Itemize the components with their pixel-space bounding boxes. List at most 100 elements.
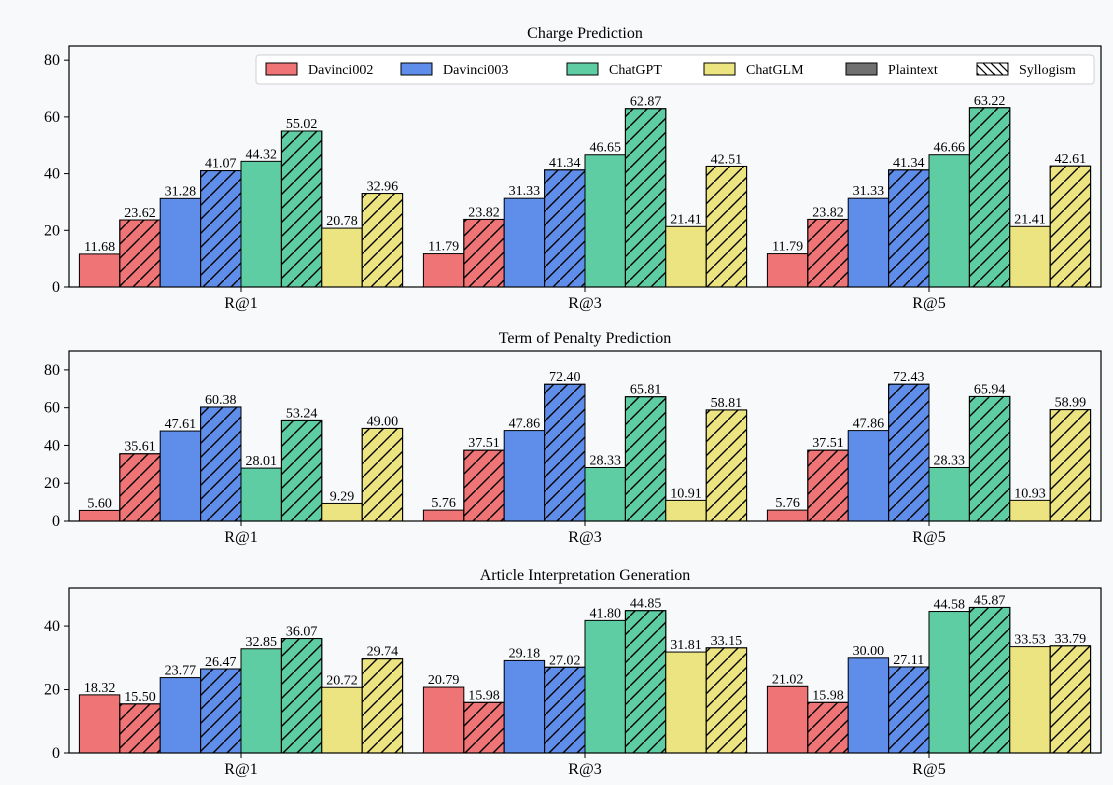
bar-hatch	[968, 107, 1011, 288]
x-tick-label: R@3	[568, 295, 601, 312]
bar	[422, 686, 465, 754]
bar	[321, 502, 363, 522]
bar-hatch	[1049, 409, 1092, 522]
x-tick-label: R@3	[568, 761, 601, 778]
data-label: 28.33	[589, 453, 621, 468]
data-label: 36.07	[286, 625, 318, 640]
data-label: 72.43	[893, 370, 925, 385]
bar	[847, 430, 890, 522]
bar	[78, 509, 121, 522]
data-label: 30.00	[853, 644, 885, 659]
bar	[847, 197, 890, 288]
bar	[240, 467, 282, 522]
data-label: 23.77	[165, 664, 197, 679]
data-label: 35.61	[124, 440, 156, 455]
legend: Davinci002 Davinci003 ChatGPT ChatGLM Plaint…	[255, 54, 1095, 85]
x-tick-label: R@5	[912, 529, 945, 546]
bar	[665, 651, 707, 754]
x-tick-label: R@3	[568, 529, 601, 546]
data-label: 21.41	[1014, 212, 1046, 227]
data-label: 21.41	[670, 212, 702, 227]
bar-hatch	[968, 606, 1011, 754]
y-tick-label: 80	[44, 52, 60, 69]
panel-title: Charge Prediction	[527, 25, 643, 42]
bar-hatch	[705, 165, 748, 288]
data-label: 29.74	[367, 645, 399, 660]
bar-hatch	[807, 449, 849, 522]
data-label: 5.60	[87, 496, 112, 511]
bar-hatch	[544, 666, 586, 754]
bar	[665, 225, 707, 288]
bar	[766, 253, 809, 288]
data-label: 31.28	[165, 184, 197, 199]
data-label: 21.02	[772, 672, 804, 687]
y-tick-label: 60	[44, 400, 60, 417]
bar-hatch	[280, 638, 323, 754]
data-label: 31.81	[670, 638, 702, 653]
bar-hatch	[463, 218, 505, 288]
bar-hatch	[888, 169, 930, 288]
panel-title: Term of Penalty Prediction	[499, 330, 672, 347]
legend-swatch	[265, 62, 298, 76]
bar	[766, 509, 809, 522]
bar-hatch	[968, 395, 1011, 522]
bar-hatch	[463, 701, 505, 754]
y-tick-label: 80	[44, 362, 60, 379]
data-label: 47.61	[165, 417, 197, 432]
data-label: 31.33	[853, 184, 885, 199]
data-label: 31.33	[509, 184, 541, 199]
bar	[159, 677, 202, 754]
bar-hatch	[119, 703, 161, 754]
data-label: 10.91	[670, 486, 702, 501]
bar	[78, 694, 121, 754]
data-label: 20.78	[326, 214, 358, 229]
y-tick-label: 20	[44, 682, 60, 699]
data-label: 47.86	[853, 417, 885, 432]
data-label: 46.66	[933, 141, 965, 156]
bar-hatch	[463, 449, 505, 522]
bar	[321, 686, 363, 754]
y-tick-label: 0	[52, 279, 60, 296]
bar-hatch	[1049, 165, 1092, 288]
data-label: 32.96	[367, 180, 399, 195]
data-label: 42.51	[711, 152, 743, 167]
bar-hatch	[624, 610, 667, 754]
bar-hatch	[119, 219, 161, 288]
y-tick-label: 0	[52, 745, 60, 762]
data-label: 33.53	[1014, 633, 1046, 648]
bar	[321, 227, 363, 288]
bar-hatch	[361, 193, 404, 288]
bar	[503, 430, 546, 522]
bar-hatch	[705, 409, 748, 522]
axes-frame	[68, 587, 1102, 754]
legend-label: ChatGLM	[746, 63, 804, 78]
bar-hatch	[280, 419, 323, 522]
y-tick-label: 20	[44, 222, 60, 239]
data-label: 9.29	[330, 489, 355, 504]
data-label: 42.61	[1055, 152, 1087, 167]
data-label: 33.79	[1055, 632, 1087, 647]
legend-box	[255, 54, 1095, 85]
data-label: 44.32	[245, 147, 277, 162]
bar	[240, 160, 282, 288]
bar	[928, 466, 970, 522]
data-label: 41.80	[589, 606, 621, 621]
panel-1: Charge Prediction 11.68 23.62 31.28 41.07 44.…	[44, 25, 1102, 312]
data-label: 5.76	[775, 496, 800, 511]
legend-label: Plaintext	[888, 63, 938, 78]
data-label: 49.00	[367, 414, 399, 429]
data-label: 58.99	[1055, 396, 1087, 411]
bar	[928, 154, 970, 288]
data-label: 65.81	[630, 383, 662, 398]
x-tick-label: R@5	[912, 295, 945, 312]
data-label: 20.79	[428, 673, 460, 688]
data-label: 15.50	[124, 690, 156, 705]
data-label: 47.86	[509, 417, 541, 432]
bar	[584, 619, 626, 754]
bar-hatch	[544, 169, 586, 288]
bar	[78, 253, 121, 288]
legend-label: Davinci003	[443, 63, 508, 78]
y-tick-label: 0	[52, 513, 60, 530]
bar	[159, 197, 202, 288]
